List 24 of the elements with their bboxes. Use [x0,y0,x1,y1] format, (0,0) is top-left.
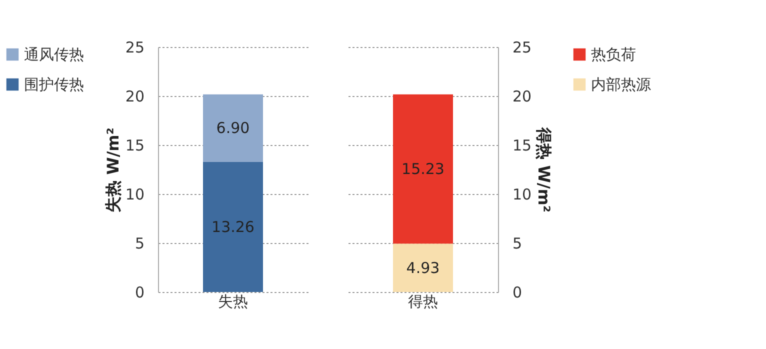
legend-label: 内部热源 [591,76,651,94]
data-label: 15.23 [402,160,444,178]
y2-tick-label: 10 [512,186,532,204]
y2-tick-label: 20 [512,88,532,106]
y2-tick-label: 15 [512,136,532,154]
y-axis-title: 失热 W/m² [103,128,122,212]
legend-label: 通风传热 [24,46,84,64]
y-tick-label: 15 [125,136,144,154]
legend-label: 围护传热 [24,76,84,94]
data-label: 4.93 [406,258,440,277]
y-tick-label: 25 [125,38,144,56]
y2-tick-label: 25 [512,38,532,56]
y-tick-label: 5 [134,234,144,252]
data-label: 13.26 [212,218,254,236]
y2-tick-label: 0 [512,284,522,302]
y2-axis-title: 得热 W/m² [534,126,554,212]
y-tick-label: 0 [134,284,144,302]
y-tick-label: 20 [125,88,144,106]
legend-label: 热负荷 [591,46,636,64]
x-tick-label: 得热 [408,292,438,310]
x-tick-label: 失热 [218,292,248,310]
y2-tick-label: 5 [512,234,522,252]
y-tick-label: 10 [125,186,144,204]
data-label: 6.90 [216,119,250,138]
